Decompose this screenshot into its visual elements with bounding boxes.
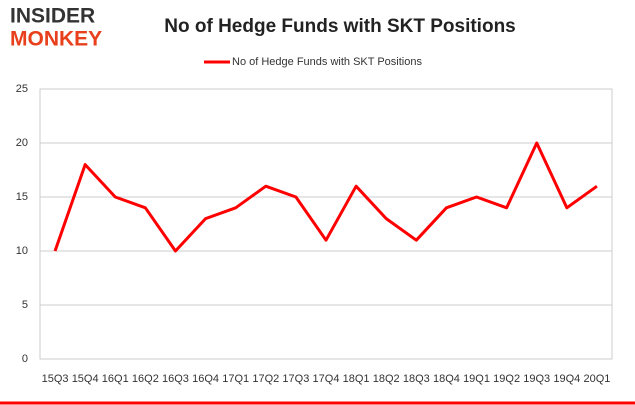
x-tick-label: 20Q1 xyxy=(583,373,610,385)
x-tick-label: 15Q4 xyxy=(72,373,99,385)
x-tick-label: 16Q2 xyxy=(132,373,159,385)
x-tick-label: 16Q1 xyxy=(102,373,129,385)
line-series xyxy=(53,141,598,253)
x-tick-label: 19Q4 xyxy=(553,373,580,385)
x-tick-label: 19Q3 xyxy=(523,373,550,385)
logo-bottom: MONKEY xyxy=(10,28,102,51)
x-tick-label: 18Q3 xyxy=(403,373,430,385)
x-tick-label: 16Q3 xyxy=(162,373,189,385)
x-tick-label: 19Q1 xyxy=(463,373,490,385)
x-tick-label: 19Q2 xyxy=(493,373,520,385)
y-tick-label: 10 xyxy=(16,245,28,257)
y-tick-label: 0 xyxy=(22,353,28,365)
x-tick-label: 18Q4 xyxy=(433,373,460,385)
x-tick-label: 17Q4 xyxy=(313,373,340,385)
y-tick-label: 25 xyxy=(16,83,28,95)
x-tick-label: 16Q4 xyxy=(192,373,219,385)
x-tick-label: 18Q2 xyxy=(373,373,400,385)
legend-label: No of Hedge Funds with SKT Positions xyxy=(232,56,422,68)
logo-top: INSIDER xyxy=(10,5,95,28)
y-tick-label: 5 xyxy=(22,299,28,311)
y-tick-label: 20 xyxy=(16,137,28,149)
x-tick-label: 18Q1 xyxy=(343,373,370,385)
x-tick-label: 15Q3 xyxy=(42,373,69,385)
y-tick-label: 15 xyxy=(16,191,28,203)
x-tick-label: 17Q2 xyxy=(252,373,279,385)
x-tick-label: 17Q1 xyxy=(222,373,249,385)
plot-frame xyxy=(39,88,613,360)
x-tick-label: 17Q3 xyxy=(282,373,309,385)
chart-title: No of Hedge Funds with SKT Positions xyxy=(164,16,516,37)
